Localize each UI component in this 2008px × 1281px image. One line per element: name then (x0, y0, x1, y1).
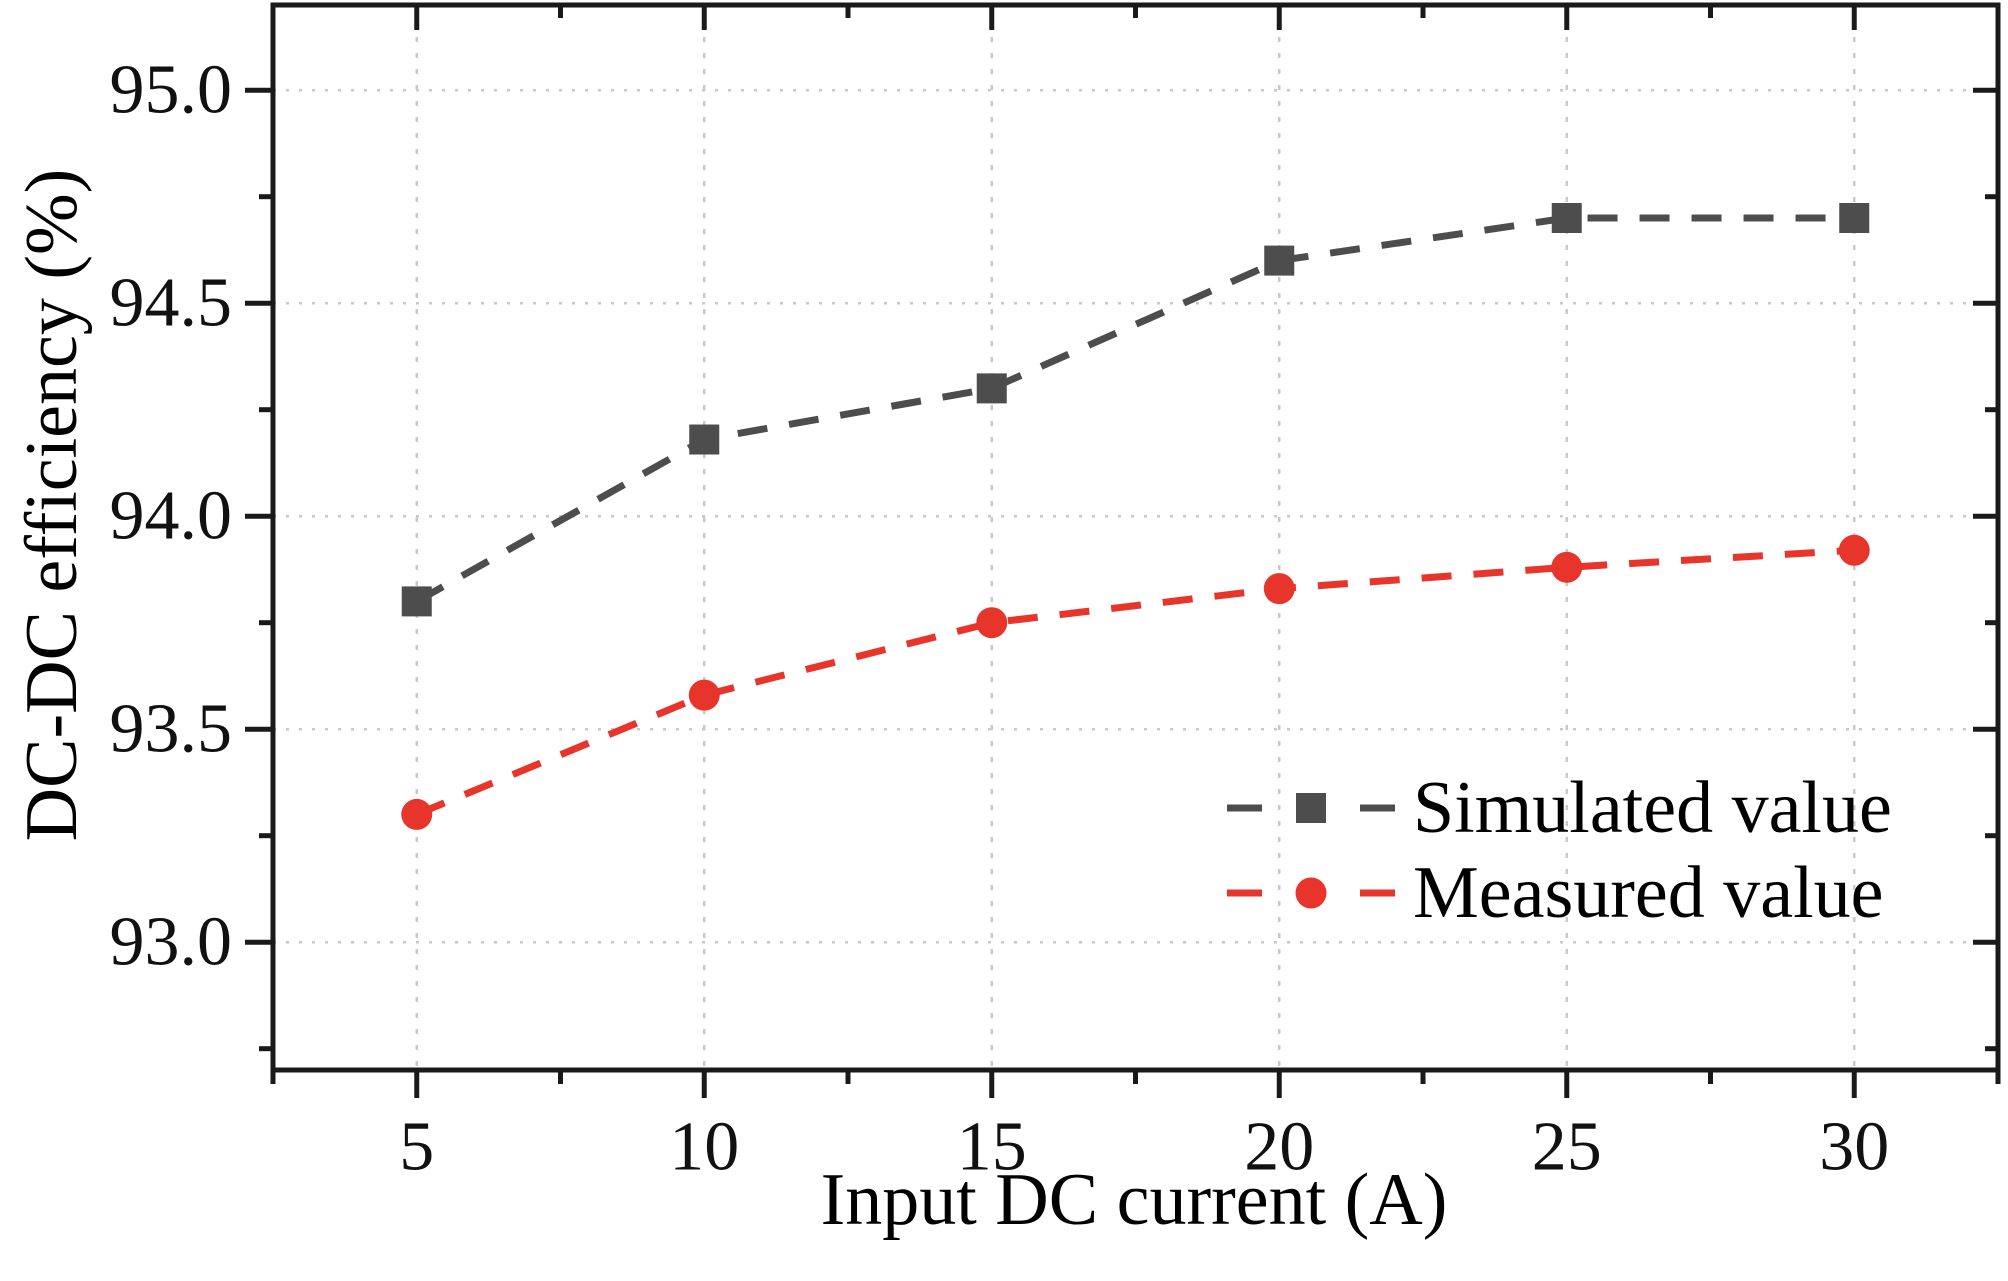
legend-item-measured: Measured value (1227, 852, 1884, 934)
circle-marker (1551, 551, 1583, 583)
x-tick-label: 25 (1532, 1109, 1602, 1186)
x-tick-label: 5 (399, 1109, 434, 1186)
y-tick-label: 93.5 (110, 691, 233, 768)
legend-label: Measured value (1413, 852, 1884, 934)
x-tick-label: 30 (1819, 1109, 1889, 1186)
x-tick-label: 15 (957, 1109, 1027, 1186)
x-tick-label: 20 (1244, 1109, 1314, 1186)
series-line-measured (415, 546, 1855, 818)
square-marker (401, 586, 432, 617)
axis-ticks (245, 5, 2001, 1098)
x-tick-label: 10 (669, 1109, 739, 1186)
y-axis-title: DC-DC efficiency (%) (11, 169, 93, 842)
circle-marker (976, 607, 1008, 639)
y-tick-label: 94.5 (110, 265, 233, 342)
legend-square-marker (1296, 793, 1326, 823)
circle-marker (1263, 573, 1295, 605)
square-marker (689, 424, 720, 455)
circle-marker (401, 798, 433, 830)
y-tick-label: 95.0 (110, 52, 233, 129)
data-series (401, 203, 1870, 830)
x-axis-title: Input DC current (A) (821, 1159, 1448, 1241)
y-tick-labels: 93.0 93.5 94.0 94.5 95.0 (110, 52, 233, 981)
legend-item-simulated: Simulated value (1227, 767, 1892, 849)
square-marker (1264, 245, 1295, 276)
circle-marker (688, 679, 720, 711)
y-tick-label: 93.0 (110, 904, 233, 981)
square-marker (1839, 203, 1870, 233)
y-tick-label: 94.0 (110, 478, 233, 555)
x-tick-labels: 5 10 15 20 25 30 (399, 1109, 1889, 1186)
legend-label: Simulated value (1413, 767, 1892, 849)
series-line-simulated (415, 214, 1855, 605)
square-marker (1551, 203, 1582, 233)
square-marker (976, 373, 1007, 404)
legend-circle-marker (1295, 877, 1327, 909)
circle-marker (1838, 534, 1870, 566)
